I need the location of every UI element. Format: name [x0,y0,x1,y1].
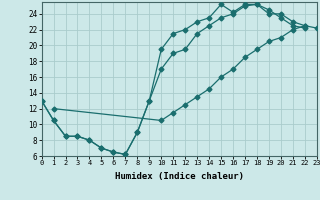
X-axis label: Humidex (Indice chaleur): Humidex (Indice chaleur) [115,172,244,181]
